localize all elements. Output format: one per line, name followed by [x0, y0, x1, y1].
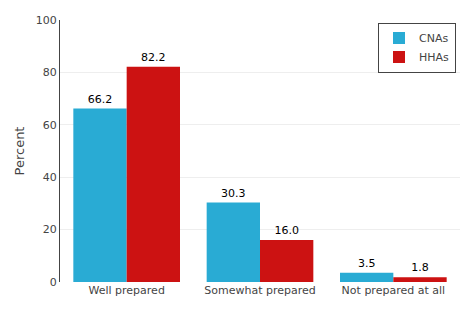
svg-text:66.2: 66.2: [88, 93, 113, 106]
svg-text:20: 20: [43, 223, 57, 236]
svg-text:Somewhat prepared: Somewhat prepared: [204, 284, 316, 297]
svg-text:3.5: 3.5: [358, 257, 376, 270]
svg-text:100: 100: [36, 14, 57, 27]
svg-text:80: 80: [43, 66, 57, 79]
svg-text:30.3: 30.3: [221, 187, 246, 200]
svg-text:CNAs: CNAs: [419, 32, 448, 45]
svg-text:HHAs: HHAs: [419, 51, 449, 64]
svg-text:Not prepared at all: Not prepared at all: [342, 284, 445, 297]
svg-text:1.8: 1.8: [411, 261, 429, 274]
svg-text:Percent: Percent: [12, 127, 27, 176]
svg-text:Well prepared: Well prepared: [88, 284, 164, 297]
svg-text:16.0: 16.0: [274, 224, 299, 237]
svg-text:60: 60: [43, 119, 57, 132]
svg-text:0: 0: [50, 276, 57, 289]
svg-text:40: 40: [43, 171, 57, 184]
svg-text:82.2: 82.2: [141, 51, 166, 64]
